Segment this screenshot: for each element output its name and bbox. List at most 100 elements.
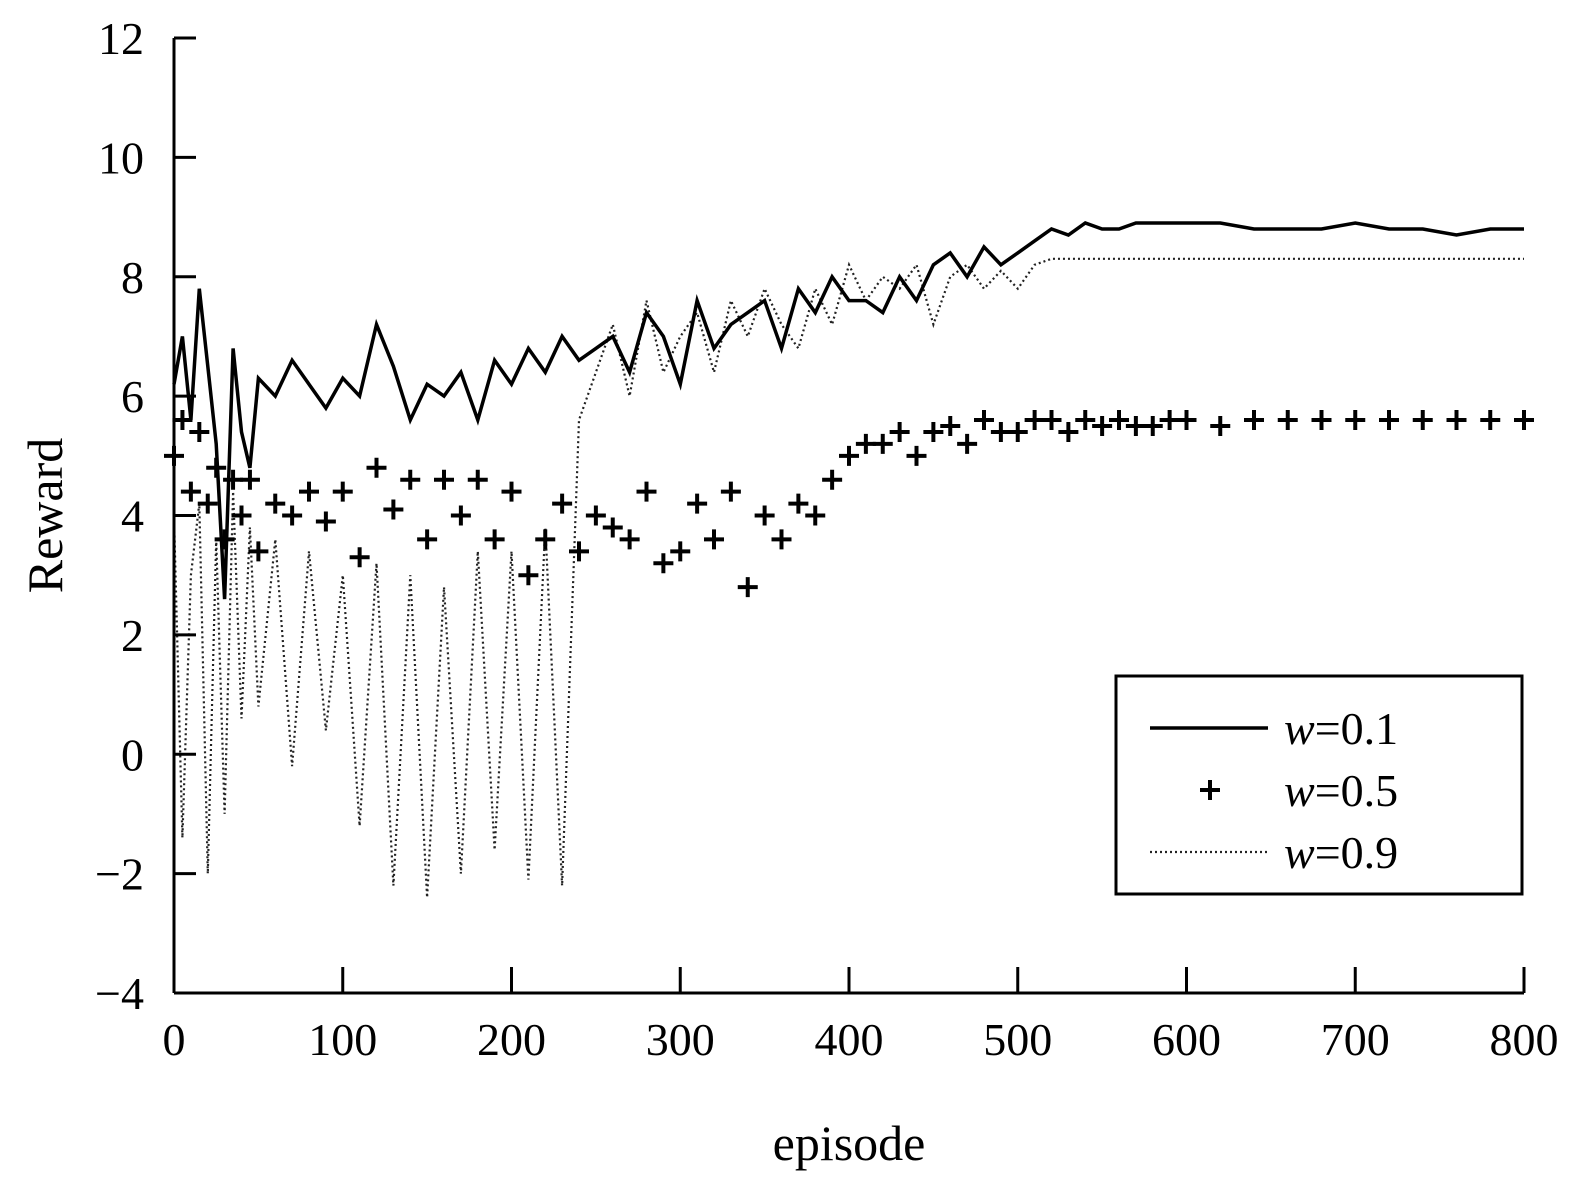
plus-marker <box>231 505 252 526</box>
y-axis-title: Reward <box>17 438 73 594</box>
plus-marker <box>653 553 674 574</box>
plus-marker <box>450 505 471 526</box>
plus-marker <box>315 511 336 532</box>
plus-marker <box>957 433 978 454</box>
y-tick-label: 10 <box>98 132 144 183</box>
series-w-0-5-markers <box>164 410 1534 598</box>
plus-marker <box>872 433 893 454</box>
plus-marker <box>223 469 244 490</box>
plus-marker <box>239 469 260 490</box>
plus-marker <box>1109 410 1129 430</box>
plus-marker <box>1058 421 1079 442</box>
plus-marker <box>805 505 826 526</box>
y-tick-label: 0 <box>121 729 144 780</box>
y-tick-label: −2 <box>95 849 144 900</box>
plus-marker <box>771 529 792 550</box>
plus-marker <box>889 421 910 442</box>
plus-marker <box>189 421 210 442</box>
plus-marker <box>839 445 859 466</box>
plus-marker <box>619 529 640 550</box>
plus-marker <box>214 529 235 550</box>
legend: w=0.1 w=0.5 w=0.9 <box>1114 674 1524 896</box>
x-tick-label: 400 <box>815 1014 884 1065</box>
plus-marker <box>383 499 404 520</box>
legend-item: w=0.1 <box>1150 703 1398 754</box>
x-tick-label: 600 <box>1152 1014 1221 1065</box>
plus-marker <box>1277 410 1298 430</box>
series-w-0-1-line <box>172 221 1524 600</box>
series-layer <box>164 221 1534 898</box>
x-tick-label: 800 <box>1490 1014 1559 1065</box>
plus-marker <box>737 577 758 598</box>
y-tick-label: 4 <box>121 491 144 542</box>
y-ticks: −4 −2 0 2 4 6 8 10 12 <box>95 13 196 1019</box>
plus-marker <box>1412 410 1433 430</box>
plus-marker <box>788 493 809 514</box>
plus-marker <box>265 493 286 514</box>
plus-marker <box>467 469 488 490</box>
plus-marker <box>206 457 227 478</box>
plus-marker <box>585 505 606 526</box>
x-tick-label: 500 <box>983 1014 1052 1065</box>
y-tick-label: 12 <box>98 13 144 64</box>
plus-marker <box>1142 415 1163 436</box>
plus-marker <box>1514 410 1534 430</box>
plus-marker <box>172 410 193 430</box>
plus-marker <box>535 529 556 550</box>
x-tick-label: 0 <box>163 1014 186 1065</box>
x-ticks: 0 100 200 300 400 500 600 700 800 <box>163 967 1559 1065</box>
plus-marker <box>248 541 269 562</box>
plus-marker <box>822 469 843 490</box>
legend-label: w=0.1 <box>1284 703 1398 754</box>
plus-marker <box>1379 410 1399 430</box>
plus-marker <box>1159 410 1180 430</box>
x-tick-label: 100 <box>308 1014 377 1065</box>
plus-marker <box>1041 410 1062 430</box>
plus-marker <box>417 529 438 550</box>
legend-item: w=0.9 <box>1150 827 1398 878</box>
plus-marker <box>923 421 944 442</box>
plus-marker <box>636 481 657 502</box>
y-tick-label: 2 <box>121 610 144 661</box>
plus-marker <box>180 481 201 502</box>
plus-marker <box>569 541 589 562</box>
plus-marker <box>282 505 303 526</box>
plus-marker <box>501 481 522 502</box>
plus-marker <box>704 529 724 550</box>
legend-label: w=0.9 <box>1284 827 1398 878</box>
legend-item: w=0.5 <box>1200 765 1398 816</box>
plus-marker <box>332 481 353 502</box>
plus-marker <box>1075 410 1096 430</box>
y-tick-label: −4 <box>95 968 144 1019</box>
plus-marker <box>1007 421 1028 442</box>
x-tick-label: 200 <box>477 1014 546 1065</box>
plus-marker <box>1024 410 1045 430</box>
plus-marker <box>1176 410 1197 430</box>
plus-marker <box>552 493 573 514</box>
x-axis-title: episode <box>773 1115 926 1171</box>
plus-marker <box>197 493 218 514</box>
plus-marker <box>720 481 741 502</box>
plus-marker <box>1311 410 1332 430</box>
x-tick-label: 300 <box>646 1014 715 1065</box>
plus-marker <box>299 481 319 502</box>
plus-marker <box>754 505 775 526</box>
plus-marker <box>940 415 961 436</box>
x-tick-label: 700 <box>1321 1014 1390 1065</box>
plus-marker <box>974 410 994 430</box>
plus-marker <box>1345 410 1366 430</box>
plus-marker <box>687 493 708 514</box>
legend-swatch <box>1200 780 1220 800</box>
plus-marker <box>990 421 1011 442</box>
plus-marker <box>1480 410 1501 430</box>
y-tick-label: 8 <box>121 252 144 303</box>
plus-marker <box>906 445 927 466</box>
plus-marker <box>518 565 539 586</box>
plus-marker <box>349 547 370 568</box>
plus-marker <box>855 433 876 454</box>
plus-marker <box>602 517 623 538</box>
plus-marker <box>670 541 691 562</box>
plus-marker <box>1125 415 1146 436</box>
